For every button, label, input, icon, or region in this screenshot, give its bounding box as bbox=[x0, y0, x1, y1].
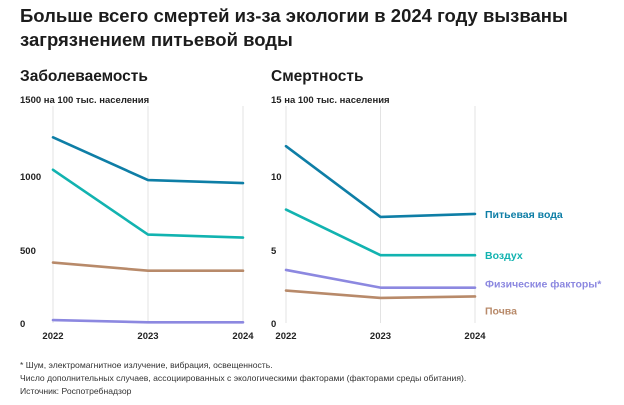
p1-series-line-3 bbox=[284, 289, 477, 300]
p1-series-label-2: Физические факторы* bbox=[485, 279, 602, 291]
footnotes: * Шум, электромагнитное излучение, вибра… bbox=[20, 359, 466, 399]
p1-ytick-0: 0 bbox=[271, 319, 276, 330]
p0-series-line-2 bbox=[51, 261, 245, 272]
incidence-panel-title: Заболеваемость bbox=[20, 68, 148, 85]
p0-series-line-3 bbox=[51, 318, 245, 324]
chart-title: Больше всего смертей из-за экологии в 20… bbox=[20, 5, 568, 50]
p1-xtick-2024: 2024 bbox=[464, 331, 486, 342]
p1-series-line-1 bbox=[284, 208, 477, 257]
mortality-panel-title: Смертность bbox=[271, 68, 364, 85]
footnote-note: Число дополнительных случаев, ассоцииров… bbox=[20, 373, 467, 384]
footnote-asterisk: * Шум, электромагнитное излучение, вибра… bbox=[20, 360, 273, 370]
p1-xtick-2022: 2022 bbox=[275, 331, 296, 342]
p1-ytick-5: 5 bbox=[271, 246, 277, 257]
p1-series-line-0 bbox=[284, 144, 477, 219]
p0-series-line-0 bbox=[51, 136, 245, 185]
footnote-source: Источник: Роспотребнадзор bbox=[20, 386, 132, 397]
p0-xtick-2022: 2022 bbox=[42, 331, 63, 342]
p0-series-line-1 bbox=[51, 168, 245, 239]
p0-ytick-0: 0 bbox=[20, 319, 25, 330]
p1-ytick-10: 10 bbox=[271, 172, 282, 183]
p1-series-line-2 bbox=[284, 268, 477, 289]
mortality-unit-label: 15 на 100 тыс. населения bbox=[271, 95, 390, 106]
p1-series-label-0: Питьевая вода bbox=[485, 209, 563, 221]
p0-ytick-1000: 1000 bbox=[20, 172, 41, 183]
incidence-unit-label: 1500 на 100 тыс. населения bbox=[20, 95, 150, 106]
p1-series-label-1: Воздух bbox=[485, 250, 523, 262]
p0-xtick-2024: 2024 bbox=[232, 331, 254, 342]
p1-series-label-3: Почва bbox=[485, 305, 517, 317]
p0-ytick-500: 500 bbox=[20, 246, 36, 257]
p0-xtick-2023: 2023 bbox=[137, 331, 158, 342]
p1-xtick-2023: 2023 bbox=[370, 331, 391, 342]
